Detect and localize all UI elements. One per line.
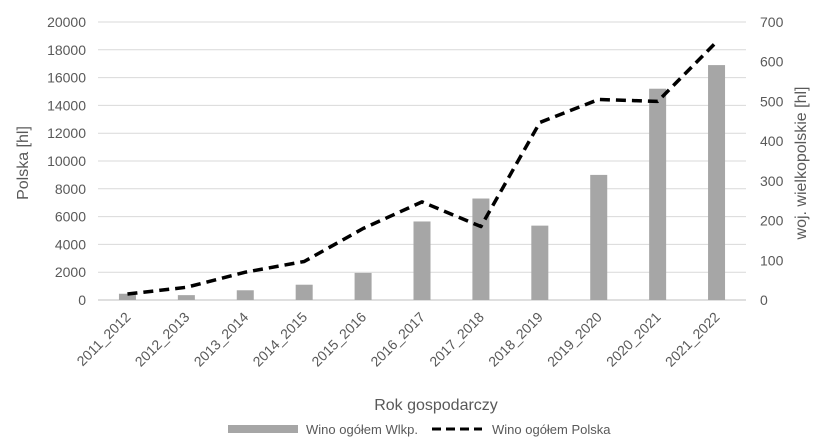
y-axis-right-title: woj. wielkopolskie [hl]: [793, 87, 810, 241]
bar: [354, 272, 372, 300]
x-tick-label: 2015_2016: [308, 309, 369, 370]
y-left-tick-label: 10000: [47, 153, 86, 169]
line-series: [127, 40, 718, 296]
legend-label-line: Wino ogółem Polska: [492, 422, 611, 437]
y-left-tick-label: 16000: [47, 70, 86, 86]
bar: [531, 225, 549, 300]
x-tick-label: 2011_2012: [73, 309, 133, 369]
y-left-tick-label: 8000: [55, 181, 86, 197]
y-left-tick-label: 20000: [47, 14, 86, 30]
bar: [295, 284, 313, 300]
x-tick-label: 2016_2017: [367, 309, 428, 370]
y-left-tick-label: 6000: [55, 209, 86, 225]
x-tick-label: 2013_2014: [191, 309, 252, 370]
y-left-tick-label: 2000: [55, 264, 86, 280]
y-axis-left-title: Polska [hl]: [15, 126, 32, 200]
y-right-tick-label: 700: [760, 14, 784, 30]
y-left-tick-label: 0: [78, 292, 86, 308]
y-right-tick-label: 400: [760, 133, 784, 149]
legend: Wino ogółem Wlkp. Wino ogółem Polska: [228, 422, 611, 437]
x-tick-label: 2014_2015: [249, 309, 310, 370]
x-tick-label: 2020_2021: [603, 309, 664, 370]
y-right-tick-label: 300: [760, 173, 784, 189]
bar: [413, 221, 431, 300]
x-tick-label: 2019_2020: [544, 309, 605, 370]
x-axis-title: Rok gospodarczy: [374, 397, 498, 414]
y-right-tick-label: 0: [760, 292, 768, 308]
bar: [236, 290, 254, 300]
bar: [118, 293, 136, 300]
legend-label-bar: Wino ogółem Wlkp.: [306, 422, 418, 437]
y-axis-left-ticks: 0 2000 4000 6000 8000 10000 12000 14000 16000 180…: [47, 14, 86, 308]
y-right-tick-label: 500: [760, 93, 784, 109]
legend-swatch-bar: [228, 425, 298, 433]
y-left-tick-label: 18000: [47, 42, 86, 58]
bar: [177, 295, 195, 300]
y-left-tick-label: 12000: [47, 125, 86, 141]
bar: [649, 88, 667, 300]
x-axis-ticks: 2011_20122012_20132013_20142014_20152015…: [73, 309, 722, 370]
series-line: [127, 40, 718, 296]
bar: [590, 174, 608, 300]
y-left-tick-label: 14000: [47, 97, 86, 113]
y-right-tick-label: 600: [760, 54, 784, 70]
y-axis-right-ticks: 0 100 200 300 400 500 600 700: [760, 14, 784, 308]
y-right-tick-label: 200: [760, 213, 784, 229]
bar: [708, 65, 726, 300]
x-tick-label: 2021_2022: [662, 309, 723, 370]
x-tick-label: 2017_2018: [426, 309, 487, 370]
x-tick-label: 2012_2013: [132, 309, 193, 370]
y-right-tick-label: 100: [760, 252, 784, 268]
x-tick-label: 2018_2019: [485, 309, 546, 370]
y-left-tick-label: 4000: [55, 236, 86, 252]
gridlines: [98, 21, 746, 301]
